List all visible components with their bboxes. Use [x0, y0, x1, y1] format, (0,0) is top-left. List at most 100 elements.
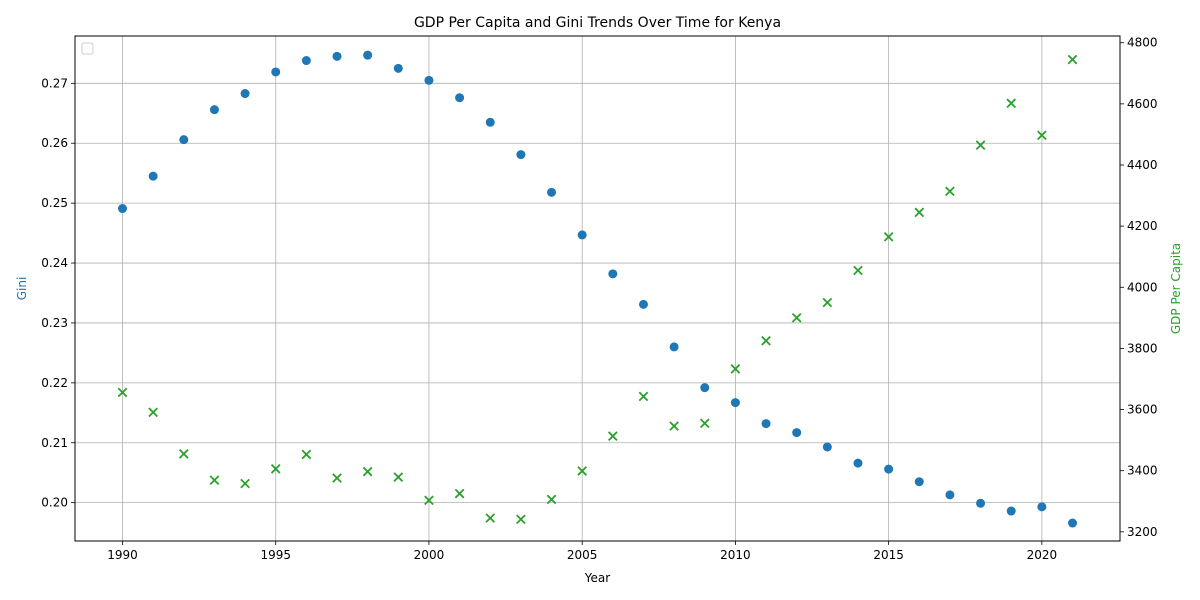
x-tick-label: 2000: [414, 548, 445, 562]
gdp-point: [454, 488, 465, 499]
gini-point: [1006, 506, 1016, 516]
gini-point: [914, 477, 924, 487]
gdp-point: [853, 265, 863, 276]
gini-point: [853, 458, 863, 468]
gdp-point: [791, 313, 802, 323]
right-tick-label: 4600: [1127, 97, 1158, 111]
left-axis-ticks: 0.20 0.21 0.22 0.23 0.24 0.25 0.26 0.27: [41, 76, 75, 510]
gdp-point: [117, 387, 128, 398]
left-tick-label: 0.27: [41, 76, 68, 90]
gini-point: [547, 187, 557, 197]
x-tick-label: 2010: [720, 548, 751, 562]
gini-point: [485, 117, 495, 127]
gdp-point: [577, 466, 588, 476]
left-tick-label: 0.26: [41, 136, 68, 150]
gdp-point: [1067, 54, 1078, 65]
gdp-point: [424, 495, 434, 506]
right-tick-label: 4800: [1127, 36, 1158, 50]
x-axis-ticks: 1990 1995 2000 2005 2010 2015 2020: [107, 541, 1057, 562]
gini-point: [608, 269, 618, 279]
gini-point: [271, 67, 281, 77]
gdp-point: [730, 364, 741, 374]
gdp-point: [883, 232, 894, 242]
gdp-point: [362, 466, 373, 477]
gdp-point: [485, 513, 496, 523]
gdp-point: [1006, 98, 1017, 109]
x-tick-label: 1990: [107, 548, 138, 562]
gini-point: [209, 105, 219, 115]
gini-point: [730, 398, 740, 408]
gdp-point: [607, 431, 618, 441]
gdp-point: [1037, 130, 1047, 141]
gdp-point: [914, 207, 925, 218]
right-tick-label: 4000: [1127, 280, 1158, 294]
left-tick-label: 0.23: [41, 316, 68, 330]
gdp-point: [332, 473, 342, 483]
gini-point: [669, 342, 679, 352]
right-tick-label: 4200: [1127, 219, 1158, 233]
gdp-point: [148, 407, 158, 418]
left-tick-label: 0.25: [41, 196, 68, 210]
gdp-point: [761, 335, 771, 346]
gini-point: [577, 230, 587, 240]
x-axis-label: Year: [584, 571, 610, 585]
left-tick-label: 0.20: [41, 496, 68, 510]
gdp-point: [270, 464, 281, 474]
gdp-point: [699, 418, 710, 429]
gini-point: [148, 171, 158, 181]
gdp-point: [975, 140, 986, 150]
left-axis-label: Gini: [15, 277, 29, 301]
gini-point: [700, 383, 710, 393]
left-tick-label: 0.21: [41, 436, 68, 450]
gini-point: [945, 490, 955, 500]
x-tick-label: 2020: [1027, 548, 1058, 562]
gini-point: [179, 135, 189, 145]
x-tick-label: 2015: [873, 548, 904, 562]
gdp-point: [393, 472, 404, 482]
gini-point: [240, 89, 250, 99]
chart-title: GDP Per Capita and Gini Trends Over Time…: [414, 15, 781, 31]
gdp-point: [546, 494, 557, 505]
right-axis-ticks: 3200 3400 3600 3800 4000 4200 4400 4600 4800: [1120, 36, 1158, 539]
gini-point: [301, 56, 311, 66]
gini-point: [884, 464, 894, 474]
gini-series: [118, 50, 1077, 528]
gini-point: [332, 51, 342, 61]
gini-point: [761, 419, 771, 429]
right-tick-label: 3600: [1127, 403, 1158, 417]
gdp-point: [822, 297, 833, 308]
gini-point: [638, 299, 648, 309]
gdp-point: [240, 478, 250, 489]
right-tick-label: 4400: [1127, 158, 1158, 172]
gini-point: [424, 75, 434, 85]
gdp-point: [945, 186, 955, 197]
gdp-series: [117, 54, 1078, 525]
plot-frame: [74, 35, 1121, 542]
gdp-point: [638, 391, 649, 402]
gdp-point: [209, 475, 220, 486]
gini-point: [118, 204, 127, 214]
right-axis-label: GDP Per Capita: [1169, 243, 1183, 334]
gini-point: [516, 150, 526, 160]
left-tick-label: 0.24: [41, 256, 68, 270]
gdp-point: [178, 449, 189, 459]
gini-point: [792, 428, 802, 438]
right-tick-label: 3800: [1127, 341, 1158, 355]
left-tick-label: 0.22: [41, 376, 68, 390]
gdp-point: [516, 514, 526, 525]
gini-point: [363, 50, 373, 60]
gini-point: [393, 63, 403, 73]
gini-point: [1068, 518, 1077, 528]
x-tick-label: 2005: [567, 548, 598, 562]
gdp-point: [669, 421, 679, 431]
gini-point: [455, 93, 465, 103]
gini-point: [822, 442, 832, 452]
x-tick-label: 1995: [260, 548, 291, 562]
legend-box[interactable]: [81, 42, 94, 55]
gdp-point: [301, 449, 312, 460]
right-tick-label: 3200: [1127, 525, 1158, 539]
grid: [75, 36, 1120, 541]
right-tick-label: 3400: [1127, 464, 1158, 478]
